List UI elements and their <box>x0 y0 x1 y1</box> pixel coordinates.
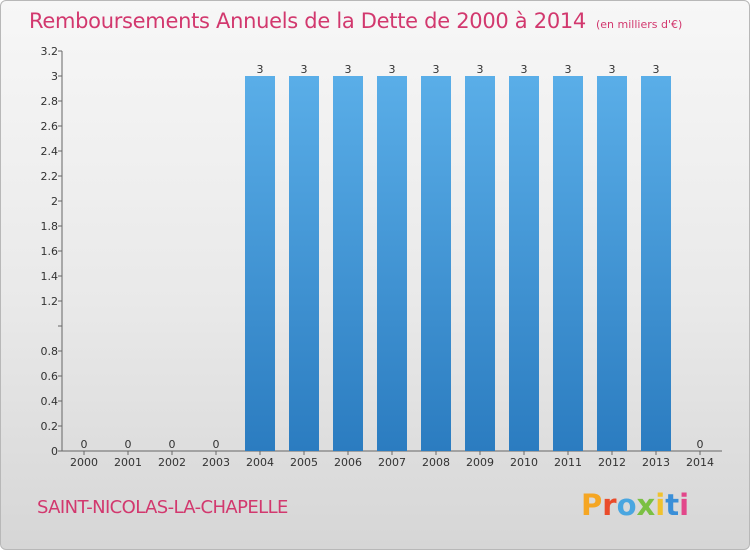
data-label: 3 <box>301 63 308 76</box>
data-label: 0 <box>81 438 88 451</box>
logo-letter: P <box>581 488 603 522</box>
y-tick-label: 0.6 <box>41 370 59 383</box>
data-label: 3 <box>653 63 660 76</box>
y-tick-label: 2.8 <box>41 95 59 108</box>
y-tick-label: 2.2 <box>41 170 59 183</box>
data-label: 3 <box>345 63 352 76</box>
x-tick-label: 2003 <box>202 456 230 469</box>
x-tick-label: 2000 <box>70 456 98 469</box>
data-label: 0 <box>169 438 176 451</box>
logo-letter: t <box>665 488 680 522</box>
chart-bars <box>245 76 671 451</box>
x-tick-label: 2007 <box>378 456 406 469</box>
bar <box>465 76 495 451</box>
logo-letter: i <box>679 488 690 522</box>
bar <box>641 76 671 451</box>
chart-axes: 0 0.2 0.4 0.6 0.8 1.2 1.4 1.6 1.8 2 2.2 2.4 2.6 2.8 3 3… <box>41 45 722 458</box>
data-label: 3 <box>433 63 440 76</box>
data-label: 0 <box>213 438 220 451</box>
y-tick-label: 1.6 <box>41 245 59 258</box>
y-tick-label: 1.4 <box>41 270 59 283</box>
commune-name: SAINT-NICOLAS-LA-CHAPELLE <box>37 497 288 518</box>
x-tick-label: 2006 <box>334 456 362 469</box>
data-label: 0 <box>697 438 704 451</box>
logo-letter: o <box>616 488 637 522</box>
bar <box>245 76 275 451</box>
x-tick-label: 2001 <box>114 456 142 469</box>
bar <box>597 76 627 451</box>
data-label: 3 <box>389 63 396 76</box>
data-label: 0 <box>125 438 132 451</box>
y-tick-label: 2.6 <box>41 120 59 133</box>
logo-letter: x <box>636 488 656 522</box>
y-tick-label: 1.2 <box>41 295 59 308</box>
x-tick-label: 2013 <box>642 456 670 469</box>
x-tick-label: 2011 <box>554 456 582 469</box>
bar <box>421 76 451 451</box>
y-tick-label: 2 <box>51 195 58 208</box>
bar <box>377 76 407 451</box>
y-tick-label: 1.8 <box>41 220 59 233</box>
x-tick-label: 2004 <box>246 456 274 469</box>
chart-title: Remboursements Annuels de la Dette de 20… <box>29 9 682 33</box>
bar <box>289 76 319 451</box>
y-tick-label: 3.2 <box>41 45 59 58</box>
data-label: 3 <box>477 63 484 76</box>
bar <box>509 76 539 451</box>
y-tick-label: 2.4 <box>41 145 59 158</box>
y-tick-label: 0.4 <box>41 395 59 408</box>
x-tick-label: 2014 <box>686 456 714 469</box>
data-label: 3 <box>609 63 616 76</box>
y-tick-label: 3 <box>51 70 58 83</box>
data-label: 3 <box>521 63 528 76</box>
data-label: 3 <box>257 63 264 76</box>
y-tick-label: 0.2 <box>41 420 59 433</box>
logo-letter: r <box>602 488 617 522</box>
x-tick-label: 2005 <box>290 456 318 469</box>
chart-labels: 0 2000 0 2001 0 2002 0 2003 3 2004 3 2005 3 2006 3 2007… <box>70 63 714 469</box>
bar <box>333 76 363 451</box>
x-tick-label: 2010 <box>510 456 538 469</box>
x-tick-label: 2009 <box>466 456 494 469</box>
data-label: 3 <box>565 63 572 76</box>
x-tick-label: 2012 <box>598 456 626 469</box>
proxiti-logo[interactable]: Proxiti <box>581 488 689 522</box>
chart-title-text: Remboursements Annuels de la Dette de 20… <box>29 9 586 33</box>
x-tick-label: 2008 <box>422 456 450 469</box>
x-tick-label: 2002 <box>158 456 186 469</box>
y-tick-label: 0.8 <box>41 345 59 358</box>
y-tick-label: 0 <box>51 445 58 458</box>
chart-unit: (en milliers d'€) <box>596 18 683 31</box>
bar <box>553 76 583 451</box>
logo-letter: i <box>655 488 666 522</box>
